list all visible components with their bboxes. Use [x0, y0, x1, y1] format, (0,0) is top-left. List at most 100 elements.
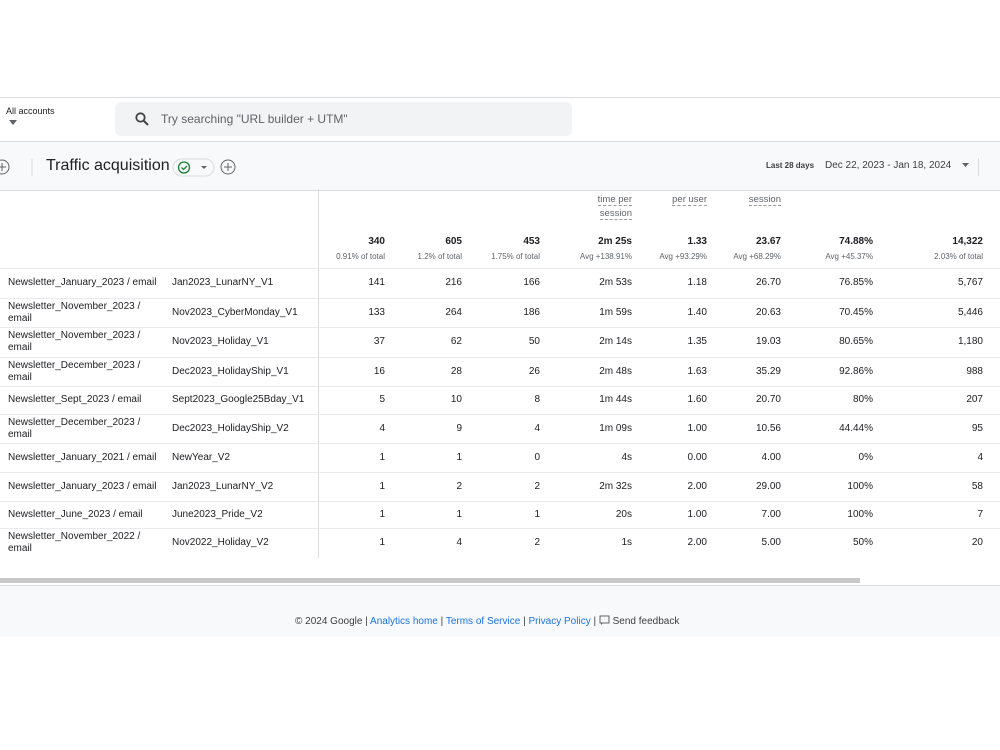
data-table: time per session per user session 340 0.91% … [0, 189, 1000, 559]
total-value: 453 [523, 236, 540, 247]
total-share: Avg +45.37% [825, 252, 873, 261]
metric-value: 5 [379, 394, 385, 405]
metric-value: 2.00 [687, 537, 707, 548]
metric-value: 988 [966, 365, 983, 377]
source-medium: Newsletter_November_2022 / email [8, 531, 141, 554]
metric-value: 1.63 [687, 365, 707, 377]
metric-value: 0.00 [687, 451, 707, 463]
metric-value: 4 [977, 451, 983, 463]
metric-value: 80.65% [839, 336, 873, 347]
metric-value: 1 [379, 508, 385, 520]
total-share: Avg +68.29% [733, 252, 781, 261]
metric-value: 50% [852, 537, 873, 548]
metric-value: 1m 59s [599, 306, 632, 318]
source-medium: Newsletter_Sept_2023 / email [8, 394, 142, 405]
total-share: Avg +93.29% [659, 252, 707, 261]
date-range[interactable]: Dec 22, 2023 - Jan 18, 2024 [825, 160, 952, 171]
search-box[interactable]: Try searching "URL builder + UTM" [115, 102, 572, 136]
metric-value: 37 [373, 336, 385, 347]
campaign: Jan2023_LunarNY_V2 [172, 480, 274, 492]
source-medium: Newsletter_June_2023 / email [8, 508, 143, 520]
metric-value: 186 [523, 306, 540, 318]
metric-value: 1 [379, 480, 385, 492]
search-placeholder: Try searching "URL builder + UTM" [161, 112, 348, 126]
header-text[interactable]: session [748, 194, 781, 206]
metric-value: 44.44% [839, 422, 873, 434]
metric-value: 264 [445, 306, 462, 318]
metric-value: 1 [534, 508, 540, 520]
metric-value: 207 [966, 394, 983, 405]
metric-value: 10.56 [755, 422, 781, 434]
column-header: session [748, 193, 781, 207]
column-header: time per session [572, 193, 632, 221]
metric-value: 141 [368, 277, 385, 288]
metric-value: 2 [534, 480, 540, 492]
metric-value: 29.00 [755, 480, 781, 492]
campaign: Sept2023_Google25Bday_V1 [172, 394, 305, 405]
divider [0, 97, 1000, 98]
metric-value: 20.63 [755, 306, 781, 318]
column-header: per user [672, 193, 707, 207]
metric-value: 1.18 [687, 277, 707, 288]
metric-value: 1 [379, 451, 385, 463]
total-share: Avg +138.91% [579, 252, 632, 261]
total-value: 14,322 [952, 236, 983, 247]
scrollbar[interactable] [0, 578, 860, 583]
campaign: Dec2023_HolidayShip_V1 [172, 365, 289, 377]
metric-value: 1 [456, 508, 462, 520]
metric-value: 20s [615, 508, 632, 520]
row-divider [0, 528, 1000, 529]
metric-value: 50 [528, 336, 540, 347]
source-medium: Newsletter_November_2023 / email [8, 300, 141, 324]
metric-value: 2m 53s [599, 277, 632, 288]
metric-value: 133 [368, 306, 385, 318]
page-title: Traffic acquisition [46, 157, 170, 174]
header-text[interactable]: time per session [597, 194, 632, 220]
row-divider [0, 327, 1000, 328]
footer-link[interactable]: Terms of Service [445, 616, 521, 627]
total-value: 23.67 [755, 236, 781, 247]
total-value: 605 [445, 236, 462, 247]
metric-value: 216 [445, 277, 462, 288]
metric-value: 2 [534, 537, 540, 548]
header-text[interactable]: per user [672, 194, 707, 206]
metric-value: 28 [450, 365, 462, 377]
metric-value: 62 [450, 336, 462, 347]
toolbar: Traffic acquisition Last 28 days Dec 22,… [0, 141, 1000, 191]
date-label: Last 28 days [766, 161, 815, 170]
metric-value: 1,180 [957, 336, 983, 347]
row-divider [0, 443, 1000, 444]
feedback-link[interactable]: Send feedback [612, 616, 680, 627]
metric-value: 4.00 [761, 451, 781, 463]
footer-links: © 2024 Google | Analytics home | Terms o… [295, 615, 680, 627]
metric-value: 0% [858, 451, 873, 463]
footer-link[interactable]: Analytics home [370, 616, 438, 627]
footer-link[interactable]: Privacy Policy [528, 616, 591, 627]
metric-value: 92.86% [839, 365, 873, 377]
feedback-icon [599, 615, 610, 625]
source-medium: Newsletter_December_2023 / email [8, 416, 141, 440]
metric-value: 1 [379, 537, 385, 548]
row-divider [0, 357, 1000, 358]
total-share: 2.03% of total [934, 252, 983, 261]
row-divider [0, 414, 1000, 415]
metric-value: 1.00 [687, 508, 707, 520]
account-label[interactable]: All accounts [6, 106, 55, 116]
metric-value: 4 [456, 537, 462, 548]
metric-value: 80% [852, 394, 873, 405]
footer: © 2024 Google | Analytics home | Terms o… [0, 585, 1000, 637]
metric-value: 26 [528, 365, 540, 377]
source-medium: Newsletter_December_2023 / email [8, 359, 141, 383]
metric-value: 7.00 [761, 508, 781, 520]
metric-value: 1.60 [687, 394, 707, 405]
metric-value: 20 [971, 537, 983, 548]
column-divider [318, 189, 319, 558]
source-medium: Newsletter_January_2023 / email [8, 277, 157, 288]
campaign: Nov2022_Holiday_V2 [172, 537, 269, 548]
metric-value: 1m 44s [599, 394, 632, 405]
source-medium: Newsletter_January_2023 / email [8, 480, 157, 492]
dropdown-icon [9, 120, 17, 125]
metric-value: 4 [534, 422, 540, 434]
metric-value: 1.35 [687, 336, 707, 347]
total-value: 340 [368, 236, 385, 247]
